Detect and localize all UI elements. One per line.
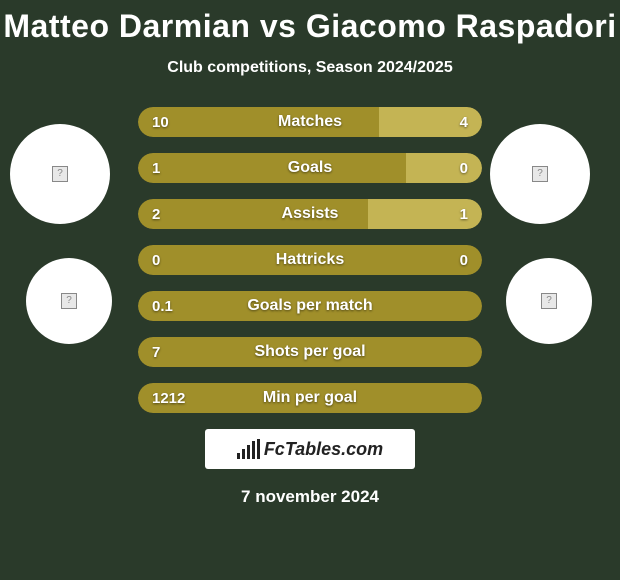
stat-row: 10Matches4 — [138, 107, 482, 137]
stat-label: Min per goal — [138, 383, 482, 413]
footer-logo: FcTables.com — [205, 429, 415, 469]
logo-text: FcTables.com — [264, 439, 383, 460]
player-avatar: ? — [490, 124, 590, 224]
stat-label: Assists — [138, 199, 482, 229]
stat-label: Goals — [138, 153, 482, 183]
page-title: Matteo Darmian vs Giacomo Raspadori — [0, 0, 620, 45]
stat-label: Shots per goal — [138, 337, 482, 367]
stat-row: 2Assists1 — [138, 199, 482, 229]
stat-row: 7Shots per goal — [138, 337, 482, 367]
stats-panel: 10Matches41Goals02Assists10Hattricks00.1… — [138, 107, 482, 413]
player-avatar: ? — [26, 258, 112, 344]
stat-value-right: 0 — [460, 245, 468, 275]
stat-row: 0Hattricks0 — [138, 245, 482, 275]
stat-row: 1212Min per goal — [138, 383, 482, 413]
stat-value-right: 1 — [460, 199, 468, 229]
stat-label: Hattricks — [138, 245, 482, 275]
subtitle: Club competitions, Season 2024/2025 — [0, 59, 620, 77]
image-placeholder-icon: ? — [61, 293, 77, 309]
stat-value-right: 0 — [460, 153, 468, 183]
image-placeholder-icon: ? — [52, 166, 68, 182]
logo-bars-icon — [237, 439, 260, 459]
stat-row: 1Goals0 — [138, 153, 482, 183]
player-avatar: ? — [506, 258, 592, 344]
image-placeholder-icon: ? — [541, 293, 557, 309]
image-placeholder-icon: ? — [532, 166, 548, 182]
stat-label: Goals per match — [138, 291, 482, 321]
stat-value-right: 4 — [460, 107, 468, 137]
date: 7 november 2024 — [0, 487, 620, 507]
stat-label: Matches — [138, 107, 482, 137]
player-avatar: ? — [10, 124, 110, 224]
stat-row: 0.1Goals per match — [138, 291, 482, 321]
